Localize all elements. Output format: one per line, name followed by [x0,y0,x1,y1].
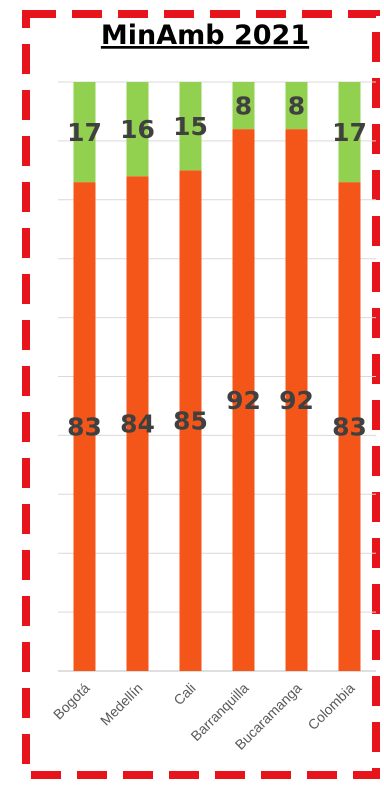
bar-segment [338,82,361,183]
data-label: 92 [226,386,261,415]
bar-segment [126,176,149,672]
data-label: 16 [120,115,155,144]
category-label: Medellín [97,680,146,729]
data-label: 17 [332,118,367,147]
data-label: 84 [120,410,155,439]
data-label: 83 [332,413,367,442]
data-label: 92 [279,386,314,415]
gridlines [58,81,376,672]
data-label: 17 [67,118,102,147]
bar-segment [179,82,202,171]
bar-segment [338,182,361,671]
bar-segment [73,182,96,671]
data-label: 83 [67,413,102,442]
data-label: 8 [235,92,252,121]
bar-segment [232,82,255,130]
category-axis-labels: Bogotá Medellín CaliBarranquillaBucaramang… [50,680,358,753]
data-label: 8 [288,92,305,121]
dashed-frame [22,10,380,779]
data-label: 85 [173,407,208,436]
bars [73,82,361,672]
bar-segment [73,82,96,183]
bar-segment [179,170,202,671]
category-label: Bogotá [50,680,93,723]
bar-segment [285,82,308,130]
data-label: 15 [173,112,208,141]
chart-title: MinAmb 2021 [101,20,309,51]
bar-segment [126,82,149,177]
bar-segment [232,129,255,671]
data-labels: 83 17 84 16 85 15 92 8 92 8 83 17 [67,92,367,442]
category-label: Cali [170,680,198,708]
bar-segment [285,129,308,671]
category-label: Colombia [304,680,357,733]
